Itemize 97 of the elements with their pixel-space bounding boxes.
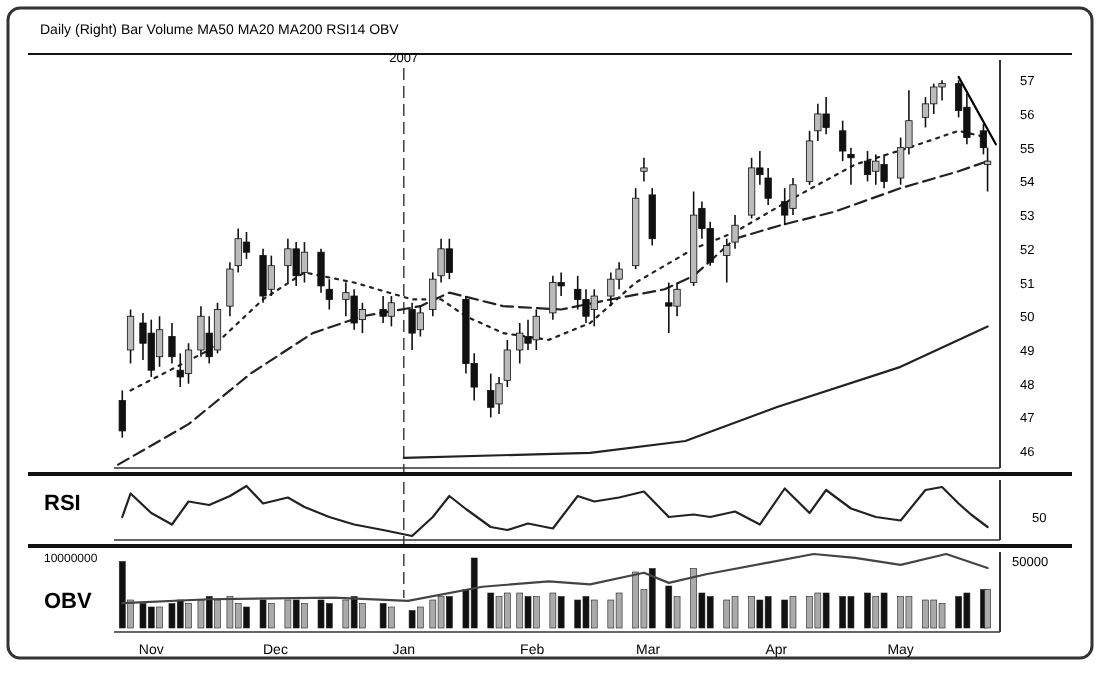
y-axis-title: RSI (44, 492, 81, 516)
candlestick (665, 281, 673, 334)
bar (342, 599, 350, 629)
candlestick (863, 150, 872, 183)
bar (118, 561, 126, 629)
bar (379, 603, 387, 629)
candlestick (197, 305, 205, 358)
bar (764, 596, 772, 629)
bar (963, 592, 971, 629)
y-axis-title: OBV (44, 590, 93, 614)
bar (226, 596, 234, 629)
candlestick (267, 254, 275, 297)
bar (615, 592, 623, 629)
bar (487, 592, 495, 629)
candlestick (213, 301, 222, 355)
bar (607, 599, 615, 629)
bar (731, 596, 739, 629)
bar (408, 610, 416, 629)
bar (197, 599, 205, 629)
candlestick (747, 156, 756, 220)
bar (648, 568, 656, 629)
candlestick (118, 389, 126, 439)
bar (139, 603, 147, 629)
candlestick (408, 301, 416, 351)
candlestick (184, 342, 193, 385)
candlestick (648, 187, 656, 247)
bar (756, 599, 764, 629)
bar (185, 603, 192, 629)
candlestick (930, 82, 938, 115)
bar (437, 596, 445, 629)
candlestick (350, 288, 358, 331)
candlestick (524, 318, 532, 351)
bar (317, 599, 325, 629)
bar (590, 599, 598, 629)
candlestick (155, 315, 164, 368)
bar (470, 557, 478, 629)
bar (723, 599, 731, 629)
bar (806, 596, 813, 629)
bar (516, 592, 524, 629)
bar (706, 596, 714, 629)
bar (781, 599, 789, 629)
bar (205, 596, 213, 629)
candlestick (640, 156, 648, 183)
candlestick (516, 322, 524, 365)
candlestick (387, 295, 395, 328)
bar (557, 596, 565, 629)
bar (156, 606, 163, 629)
bar (822, 592, 830, 629)
bar (789, 596, 797, 629)
bar (168, 603, 176, 629)
bar (524, 596, 532, 629)
candlestick (549, 275, 557, 321)
candlestick (822, 96, 830, 135)
bar (847, 596, 855, 629)
bar (872, 596, 880, 629)
bar (582, 596, 590, 629)
bar (938, 603, 946, 629)
bar (922, 599, 929, 629)
bar (350, 596, 358, 629)
bar (301, 603, 308, 629)
candlestick (126, 308, 135, 365)
candlestick (872, 153, 880, 186)
bar (930, 599, 938, 629)
bar (880, 592, 888, 629)
bar (243, 606, 250, 629)
candlestick (487, 372, 495, 419)
bar (549, 592, 557, 629)
candlestick (532, 308, 540, 351)
bar (325, 603, 333, 629)
bar (284, 599, 292, 629)
candlestick (242, 231, 251, 260)
bar (864, 592, 871, 629)
candlestick (814, 103, 822, 142)
candlestick (358, 301, 367, 334)
bar (234, 603, 242, 629)
candlestick (590, 288, 598, 328)
candlestick (284, 237, 292, 284)
bar (292, 599, 300, 629)
bar (259, 599, 267, 629)
bar (429, 599, 437, 629)
bar (905, 596, 913, 629)
bar (214, 599, 221, 629)
candlestick (445, 237, 453, 280)
candlestick (147, 318, 155, 378)
bar (495, 596, 503, 629)
candlestick (805, 130, 814, 186)
bar (176, 599, 184, 629)
bar (814, 592, 822, 629)
candlestick (416, 305, 424, 338)
bar (665, 585, 673, 629)
bar (147, 606, 155, 629)
candlestick (259, 248, 267, 304)
candlestick (379, 295, 387, 324)
candlestick (880, 153, 888, 189)
candlestick (292, 241, 300, 287)
candlestick (300, 241, 309, 284)
line-series (402, 325, 989, 459)
